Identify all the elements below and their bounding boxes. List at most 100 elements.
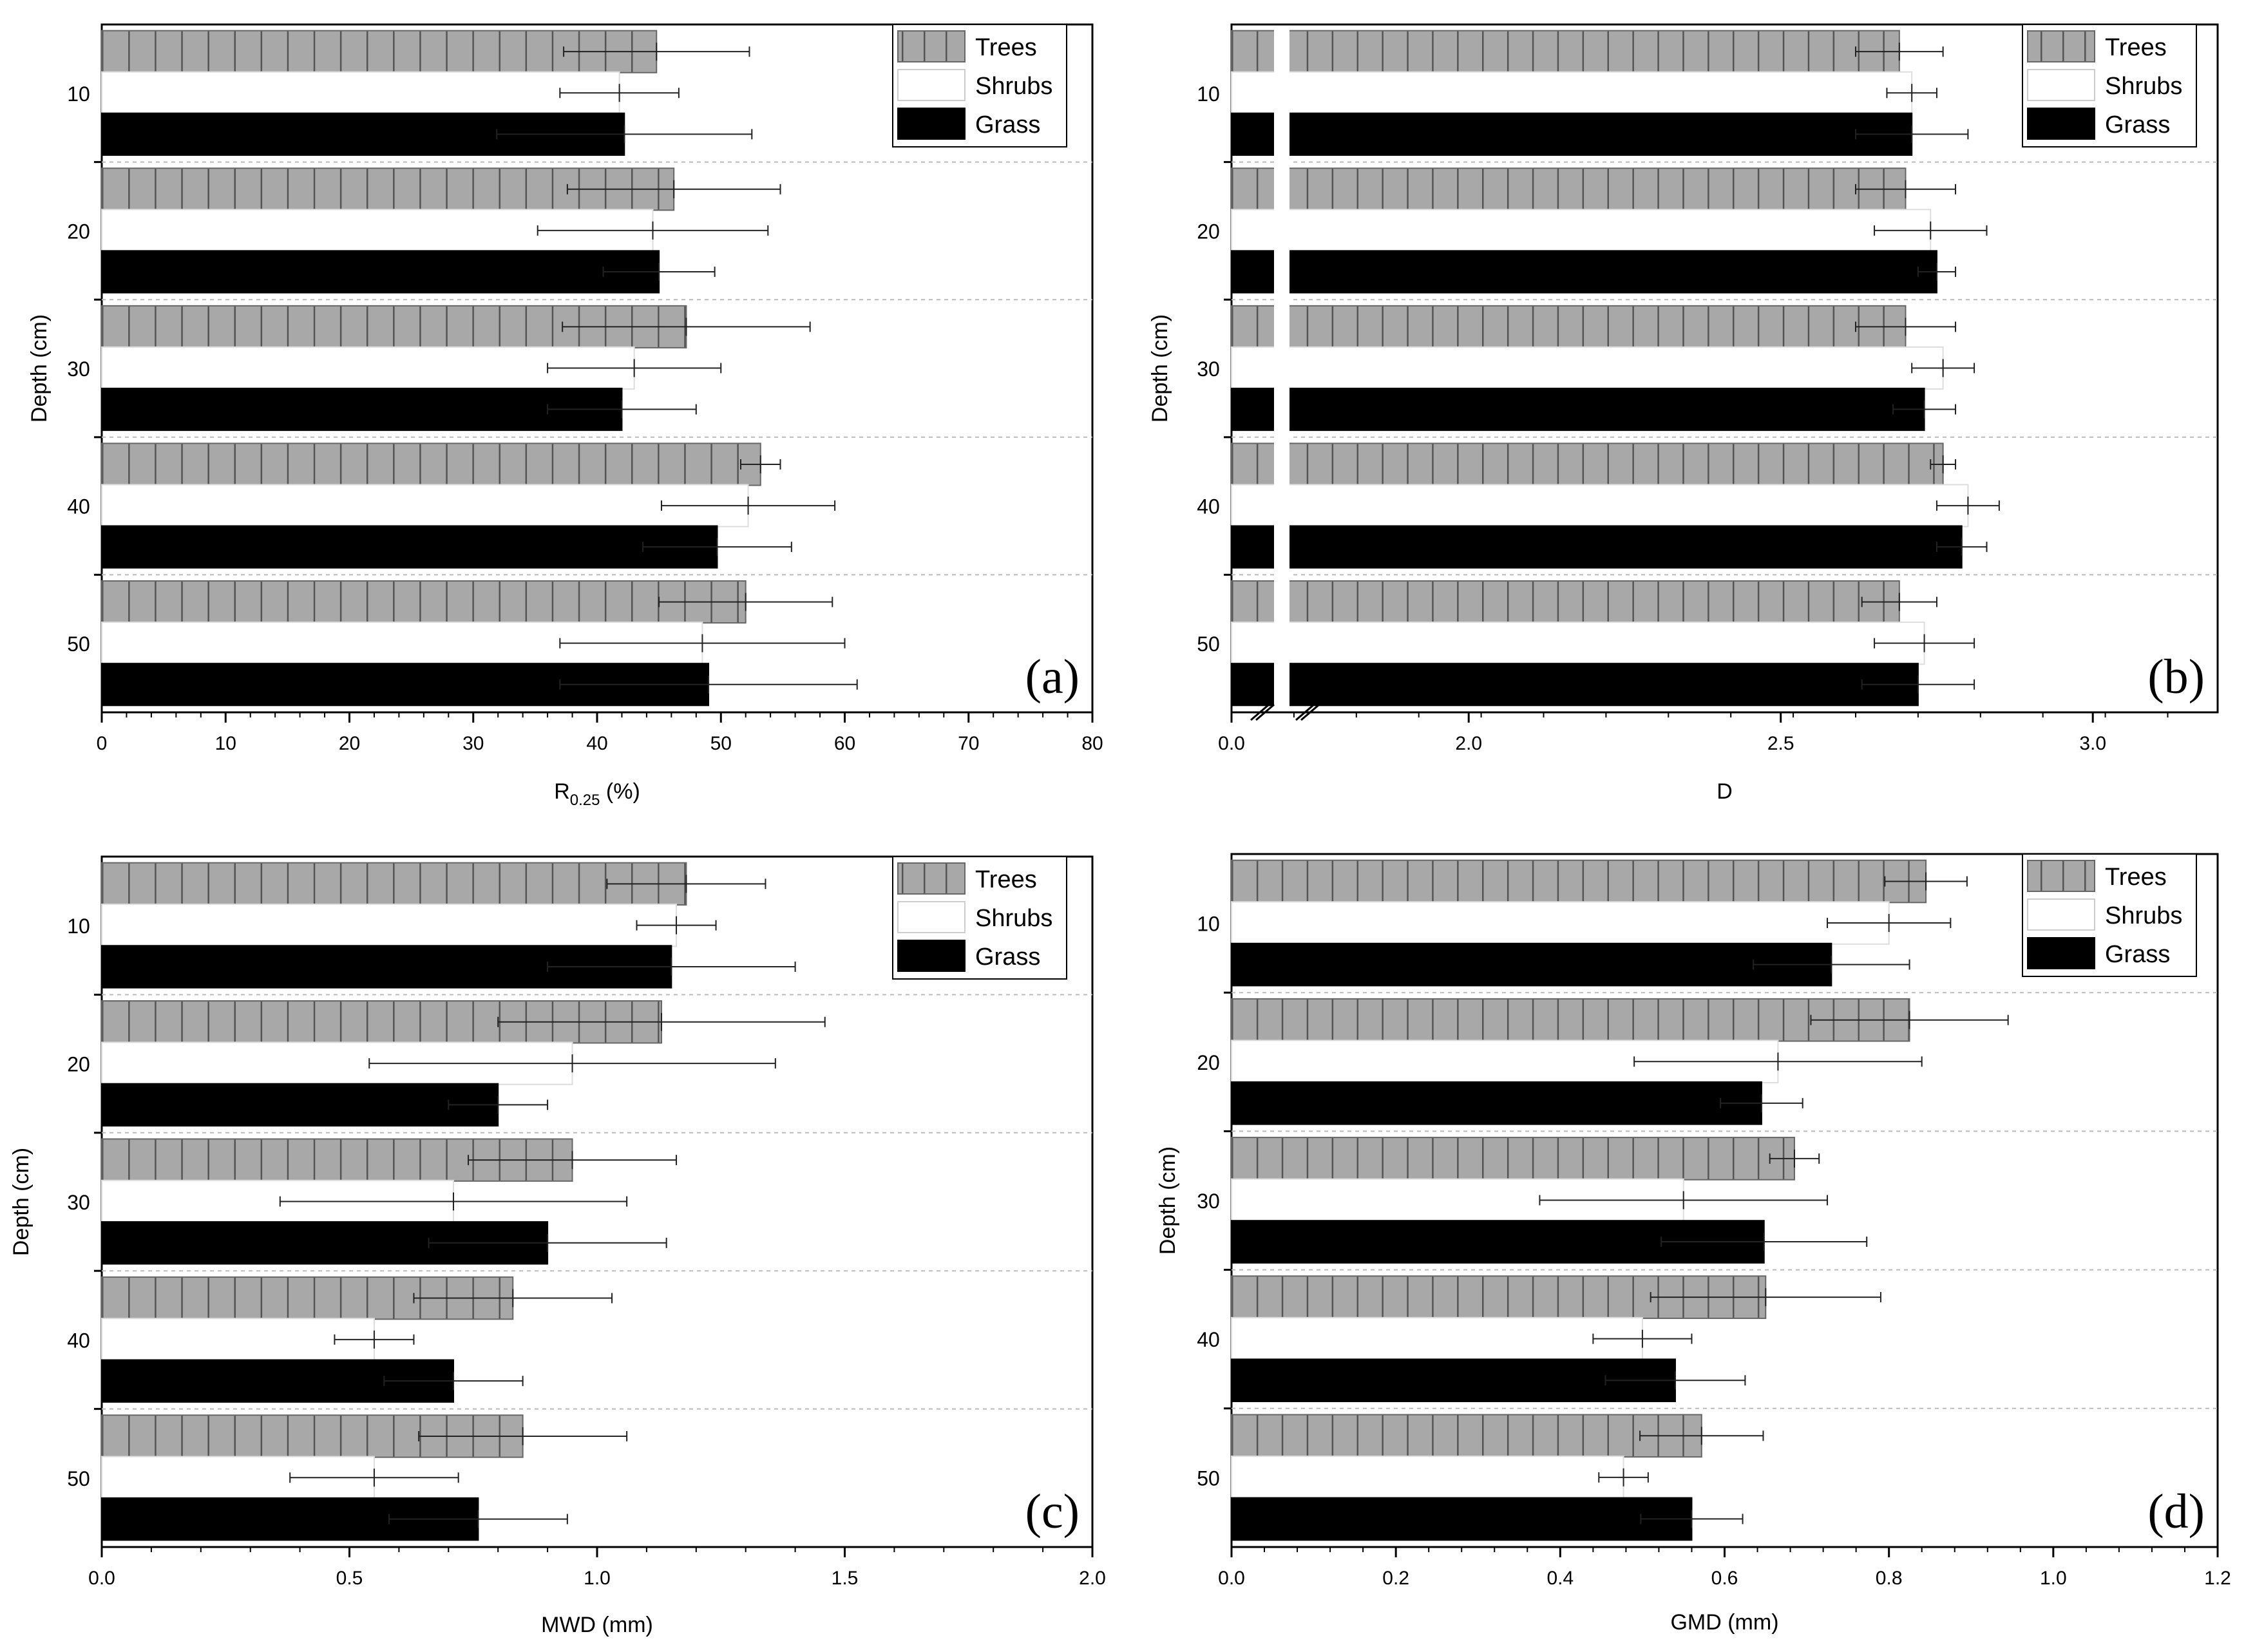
legend-label-grass: Grass — [975, 944, 1040, 971]
axis-break-mark — [1300, 703, 1320, 721]
shrubs-error-bar — [1539, 1191, 1828, 1210]
grass-error-bar — [602, 262, 716, 281]
legend-swatch-trees — [2027, 860, 2095, 892]
trees-error-bar — [562, 318, 811, 336]
depth-tick-label: 50 — [1197, 1467, 1220, 1490]
shrubs-bar — [1231, 901, 1890, 945]
grass-bar — [101, 387, 623, 432]
shrubs-bar — [1231, 1316, 1643, 1361]
grass-error-bar — [1640, 1510, 1744, 1528]
x-tick-label: 0.2 — [1382, 1568, 1409, 1589]
shrubs-bar — [1231, 622, 1925, 665]
trees-error-bar — [1861, 593, 1937, 611]
depth-tick-label: 10 — [67, 915, 90, 938]
shrubs-error-bar — [1911, 359, 1975, 377]
legend-swatch-grass — [2027, 937, 2095, 969]
axis-break-mark — [1250, 703, 1270, 721]
x-tick-label: 0.4 — [1546, 1568, 1574, 1589]
shrubs-error-bar — [368, 1054, 776, 1073]
grass-error-bar — [383, 1372, 524, 1391]
axis-break-gap — [1274, 26, 1289, 711]
trees-bar — [101, 862, 687, 906]
grass-error-bar — [448, 1096, 549, 1114]
shrubs-error-bar — [1598, 1468, 1649, 1486]
legend-label-shrubs: Shrubs — [975, 905, 1052, 932]
x-tick-label: 0.0 — [88, 1568, 115, 1589]
shrubs-error-bar — [1874, 221, 1988, 240]
panel-letter: (c) — [1025, 1485, 1080, 1539]
trees-error-bar — [1884, 872, 1968, 891]
x-tick-label: 80 — [1081, 733, 1103, 754]
shrubs-error-bar — [660, 497, 836, 515]
depth-tick-label: 10 — [1197, 82, 1220, 106]
trees-error-bar — [1769, 1149, 1820, 1168]
trees-error-bar — [658, 593, 833, 611]
legend-label-trees: Trees — [975, 34, 1037, 61]
x-axis-label: D — [1717, 779, 1733, 804]
grass-error-bar — [1854, 125, 1969, 144]
depth-tick-label: 30 — [1197, 1190, 1220, 1213]
trees-error-bar — [1854, 318, 1957, 336]
depth-tick-label: 40 — [67, 495, 90, 518]
x-tick-label: 0.5 — [336, 1568, 363, 1589]
shrubs-bar — [101, 484, 749, 527]
trees-bar — [1231, 859, 1927, 904]
shrubs-error-bar — [636, 916, 717, 935]
legend: Trees Shrubs Grass — [2022, 24, 2197, 147]
axis-break-mark — [1295, 703, 1315, 721]
grass-error-bar — [547, 957, 796, 976]
legend-swatch-grass — [2027, 108, 2095, 140]
grass-error-bar — [1936, 538, 1988, 556]
legend-swatch-shrubs — [2027, 69, 2095, 101]
shrubs-error-bar — [1936, 497, 2000, 515]
grass-bar — [1231, 387, 1925, 432]
panel-letter: (d) — [2147, 1485, 2205, 1539]
trees-error-bar — [563, 43, 750, 61]
trees-bar — [1231, 998, 1910, 1042]
x-tick-label: 70 — [958, 733, 979, 754]
grass-error-bar — [1604, 1371, 1746, 1390]
trees-error-bar — [413, 1289, 613, 1307]
legend-label-trees: Trees — [975, 866, 1037, 893]
x-tick-label: 1.2 — [2204, 1568, 2231, 1589]
grass-error-bar — [559, 675, 858, 694]
depth-tick-label: 30 — [67, 357, 90, 381]
trees-bar — [101, 580, 747, 624]
x-tick-label: 30 — [462, 733, 484, 754]
depth-tick-label: 30 — [67, 1191, 90, 1214]
x-tick-label: 2.5 — [1767, 733, 1794, 754]
legend-swatch-grass — [897, 940, 966, 972]
x-tick-label: 2.0 — [1079, 1568, 1106, 1589]
y-axis-label: Depth (cm) — [1156, 1146, 1180, 1255]
grass-error-bar — [547, 400, 697, 419]
grass-bar — [101, 663, 710, 707]
legend-label-grass: Grass — [2105, 111, 2170, 138]
trees-bar — [1231, 1414, 1702, 1458]
trees-error-bar — [606, 875, 766, 893]
grass-error-bar — [388, 1510, 568, 1528]
trees-bar — [1231, 167, 1907, 211]
shrubs-error-bar — [289, 1468, 459, 1487]
shrubs-error-bar — [1874, 634, 1975, 652]
x-tick-label: 0.0 — [1218, 733, 1245, 754]
trees-bar — [1231, 580, 1900, 624]
trees-bar — [1231, 30, 1900, 73]
depth-tick-label: 20 — [1197, 220, 1220, 243]
trees-error-bar — [1810, 1011, 2009, 1029]
trees-error-bar — [418, 1427, 628, 1445]
grass-error-bar — [1660, 1233, 1868, 1251]
x-tick-label: 60 — [834, 733, 855, 754]
legend-swatch-trees — [897, 30, 966, 62]
trees-error-bar — [1930, 455, 1957, 473]
x-tick-label: 1.5 — [832, 1568, 859, 1589]
depth-tick-label: 20 — [67, 1053, 90, 1076]
trees-bar — [101, 442, 761, 486]
trees-error-bar — [566, 180, 781, 198]
grass-bar — [1231, 1081, 1762, 1125]
depth-tick-label: 10 — [1197, 913, 1220, 936]
depth-tick-label: 50 — [1197, 632, 1220, 656]
trees-bar — [101, 167, 675, 211]
legend: Trees Shrubs Grass — [892, 24, 1067, 147]
grass-bar — [1231, 1497, 1693, 1541]
depth-tick-label: 10 — [67, 82, 90, 106]
